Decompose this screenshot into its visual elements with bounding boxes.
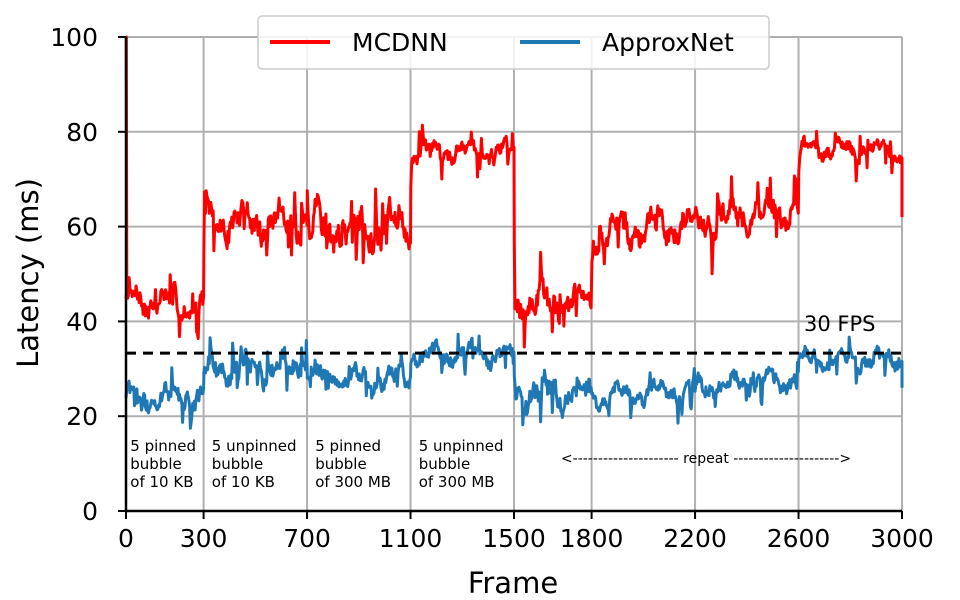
bubble-annotation-line: bubble: [212, 455, 263, 473]
x-tick-label: 2600: [767, 524, 831, 553]
tick-labels: 0 300 700 1100 1500 1800 2200 2600 3000 0 20 40 60 80…: [50, 23, 934, 553]
x-tick-label: 700: [283, 524, 331, 553]
bubble-annotation-line: of 300 MB: [419, 473, 495, 491]
legend-box: [257, 15, 770, 70]
axes: [118, 36, 903, 519]
bubble-annotation-line: bubble: [419, 455, 470, 473]
repeat-annotation: <--------------------- repeat ----------…: [561, 451, 851, 467]
y-axis-title: Latency (ms): [11, 178, 45, 368]
x-tick-label: 1500: [482, 524, 546, 553]
reference-line-label: 30 FPS: [804, 312, 875, 336]
series-line-mcdnn: [124, 35, 904, 349]
y-tick-label: 80: [66, 118, 98, 147]
x-tick-label: 1100: [379, 524, 443, 553]
bubble-annotation-line: 5 pinned: [315, 437, 381, 455]
x-tick-label: 300: [180, 524, 228, 553]
legend-label-approxnet: ApproxNet: [602, 28, 734, 57]
bubble-annotation-line: of 10 KB: [212, 473, 275, 491]
y-tick-label: 20: [66, 402, 98, 431]
bubble-annotation-line: 5 pinned: [130, 437, 196, 455]
legend-label-mcdnn: MCDNN: [352, 28, 448, 57]
x-tick-label: 1800: [560, 524, 624, 553]
bubble-annotation-line: 5 unpinned: [212, 437, 297, 455]
x-axis-title: Frame: [468, 566, 558, 600]
bubble-annotation-line: of 300 MB: [315, 473, 391, 491]
legend: MCDNN ApproxNet: [257, 15, 770, 70]
bubble-annotation-line: of 10 KB: [130, 473, 193, 491]
x-tick-label: 2200: [663, 524, 727, 553]
x-tick-label: 0: [118, 524, 134, 553]
y-tick-label: 0: [82, 497, 98, 526]
y-tick-label: 60: [66, 213, 98, 242]
y-tick-label: 100: [50, 23, 98, 52]
y-tick-label: 40: [66, 307, 98, 336]
series-line-approxnet: [124, 332, 904, 430]
series-layer: [124, 35, 904, 430]
x-tick-label: 3000: [870, 524, 934, 553]
bubble-annotation-line: bubble: [130, 455, 181, 473]
bubble-annotation-line: 5 unpinned: [419, 437, 504, 455]
bubble-annotation-line: bubble: [315, 455, 366, 473]
